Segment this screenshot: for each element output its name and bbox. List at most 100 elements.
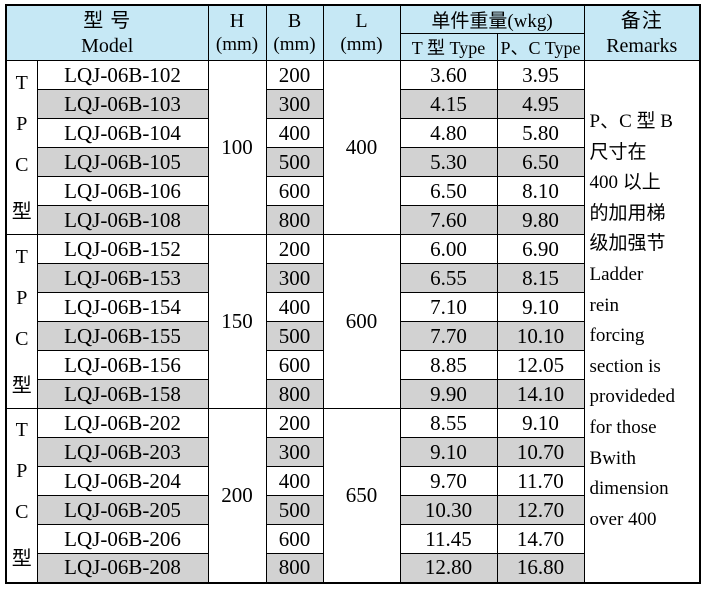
pc-weight-cell: 4.95 — [496, 89, 585, 119]
pc-weight-cell: 10.10 — [496, 321, 585, 351]
pc-weight-cell: 9.10 — [496, 292, 585, 322]
t-weight-cell: 6.55 — [399, 263, 498, 293]
b-cell: 200 — [265, 60, 324, 90]
t-weight-cell: 10.30 — [399, 495, 498, 525]
header-pc-type: P、C Type — [496, 33, 585, 61]
b-cell: 600 — [265, 176, 324, 206]
type-letter: T — [15, 245, 28, 268]
table-row: LQJ-06B-206 600 11.45 14.70 — [6, 524, 700, 554]
header-b-unit: (mm) — [273, 34, 316, 55]
pc-weight-cell: 8.10 — [496, 176, 585, 206]
type-letters-group2: T P C 型 — [5, 234, 38, 409]
t-weight-cell: 6.50 — [399, 176, 498, 206]
b-cell: 400 — [265, 292, 324, 322]
t-weight-cell: 3.60 — [399, 60, 498, 90]
t-weight-cell: 9.10 — [399, 437, 498, 467]
model-cell: LQJ-06B-158 — [36, 379, 209, 409]
table-row: LQJ-06B-108 800 7.60 9.80 — [6, 205, 700, 235]
header-l: L (mm) — [322, 4, 401, 61]
t-weight-cell: 7.60 — [399, 205, 498, 235]
model-cell: LQJ-06B-206 — [36, 524, 209, 554]
table-row: LQJ-06B-205 500 10.30 12.70 — [6, 495, 700, 525]
header-model-cn: 型 号 — [83, 9, 132, 32]
pc-weight-cell: 9.80 — [496, 205, 585, 235]
header-remarks-cn: 备注 — [620, 9, 663, 32]
header-t-type: T 型 Type — [399, 33, 498, 61]
model-cell: LQJ-06B-105 — [36, 147, 209, 177]
t-weight-cell: 9.90 — [399, 379, 498, 409]
table-row: LQJ-06B-103 300 4.15 4.95 — [6, 89, 700, 119]
type-letter: P — [16, 112, 28, 135]
pc-weight-cell: 10.70 — [496, 437, 585, 467]
model-cell: LQJ-06B-156 — [36, 350, 209, 380]
b-cell: 200 — [265, 234, 324, 264]
pc-weight-cell: 6.90 — [496, 234, 585, 264]
table-row: LQJ-06B-204 400 9.70 11.70 — [6, 466, 700, 496]
t-weight-cell: 12.80 — [399, 553, 498, 583]
b-cell: 600 — [265, 350, 324, 380]
t-weight-cell: 7.70 — [399, 321, 498, 351]
b-cell: 500 — [265, 147, 324, 177]
type-letter: C — [15, 501, 29, 524]
t-weight-cell: 6.00 — [399, 234, 498, 264]
l-cell-group2: 600 — [322, 234, 401, 409]
b-cell: 300 — [265, 89, 324, 119]
header-l-label: L — [355, 10, 368, 32]
table-row: T P C 型 LQJ-06B-202 200 200 650 8.55 9.1… — [5, 408, 700, 583]
b-cell: 400 — [265, 118, 324, 148]
b-cell: 800 — [265, 553, 324, 583]
h-cell-group1: 100 — [207, 60, 267, 235]
model-cell: LQJ-06B-154 — [36, 292, 209, 322]
h-cell-group3: 200 — [207, 408, 267, 583]
header-unit-weight: 单件重量(wkg) — [399, 4, 585, 34]
table-row: LQJ-06B-203 300 9.10 10.70 — [6, 437, 700, 467]
table-row: LQJ-06B-106 600 6.50 8.10 — [6, 176, 700, 206]
pc-weight-cell: 14.10 — [496, 379, 585, 409]
type-letters-group1: T P C 型 — [5, 60, 38, 235]
model-cell: LQJ-06B-104 — [36, 118, 209, 148]
model-cell: LQJ-06B-108 — [36, 205, 209, 235]
t-weight-cell: 7.10 — [399, 292, 498, 322]
type-letter: C — [15, 327, 29, 350]
header-row-2: T 型 Type P、C Type — [6, 33, 700, 61]
model-cell: LQJ-06B-103 — [36, 89, 209, 119]
pc-weight-cell: 8.15 — [496, 263, 585, 293]
t-weight-cell: 4.80 — [399, 118, 498, 148]
type-letter: 型 — [11, 200, 32, 223]
header-remarks-en: Remarks — [606, 34, 678, 57]
table-row: LQJ-06B-208 800 12.80 16.80 — [6, 553, 700, 583]
t-weight-cell: 4.15 — [399, 89, 498, 119]
l-cell-group1: 400 — [322, 60, 401, 235]
b-cell: 600 — [265, 524, 324, 554]
table-row: LQJ-06B-155 500 7.70 10.10 — [6, 321, 700, 351]
type-letter: T — [15, 71, 28, 94]
table-row: LQJ-06B-105 500 5.30 6.50 — [6, 147, 700, 177]
b-cell: 300 — [265, 263, 324, 293]
pc-weight-cell: 3.95 — [496, 60, 585, 90]
model-cell: LQJ-06B-153 — [36, 263, 209, 293]
b-cell: 500 — [265, 495, 324, 525]
type-letters-group3: T P C 型 — [5, 408, 38, 583]
header-model: 型 号 Model — [5, 4, 209, 61]
header-h: H (mm) — [207, 4, 267, 61]
header-model-en: Model — [81, 34, 134, 57]
model-cell: LQJ-06B-106 — [36, 176, 209, 206]
b-cell: 800 — [265, 205, 324, 235]
model-cell: LQJ-06B-205 — [36, 495, 209, 525]
pc-weight-cell: 9.10 — [496, 408, 585, 438]
model-cell: LQJ-06B-155 — [36, 321, 209, 351]
header-h-unit: (mm) — [215, 34, 259, 55]
h-cell-group2: 150 — [207, 234, 267, 409]
pc-weight-cell: 6.50 — [496, 147, 585, 177]
b-cell: 200 — [265, 408, 324, 438]
type-letter: C — [15, 153, 29, 176]
t-weight-cell: 5.30 — [399, 147, 498, 177]
model-cell: LQJ-06B-204 — [36, 466, 209, 496]
remarks-cell: P、C 型 B 尺寸在 400 以上 的加用梯 级加强节 Ladder rein for… — [583, 60, 701, 583]
model-cell: LQJ-06B-208 — [36, 553, 209, 583]
header-row-1: 型 号 Model H (mm) B (mm) L (mm) 单件重量(wkg)… — [5, 4, 701, 61]
type-letter: 型 — [11, 548, 32, 571]
type-letter: P — [16, 286, 28, 309]
type-letter: T — [15, 419, 28, 442]
type-letter: P — [16, 460, 28, 483]
